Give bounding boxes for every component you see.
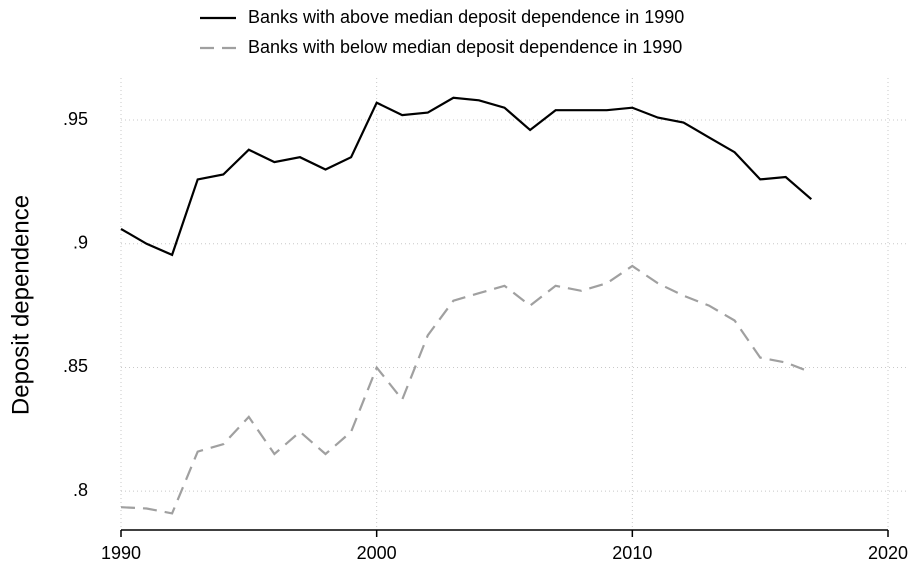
x-tick-label: 1990: [101, 543, 141, 563]
series-line: [120, 96, 813, 257]
x-tick-label: 2010: [612, 543, 652, 563]
series-line: [120, 264, 812, 515]
y-tick-label: .9: [73, 233, 88, 253]
x-tick-label: 2020: [868, 543, 908, 563]
x-tick-label: 2000: [357, 543, 397, 563]
legend-label: Banks with above median deposit dependen…: [248, 7, 684, 27]
y-tick-label: .85: [63, 356, 88, 376]
y-axis-label: Deposit dependence: [7, 195, 34, 415]
y-tick-label: .8: [73, 480, 88, 500]
legend-label: Banks with below median deposit dependen…: [248, 37, 682, 57]
y-tick-label: .95: [63, 109, 88, 129]
